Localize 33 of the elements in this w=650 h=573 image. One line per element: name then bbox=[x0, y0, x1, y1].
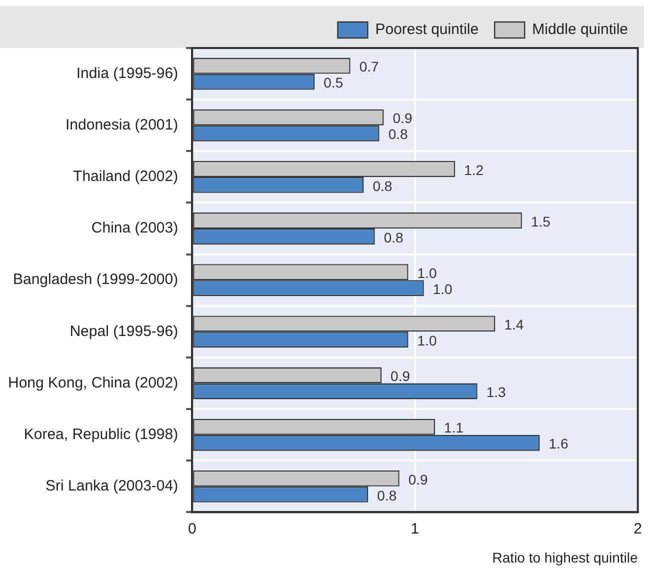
x-tick-label: 1 bbox=[410, 520, 420, 538]
legend-label: Middle quintile bbox=[532, 21, 628, 38]
y-tick-label: India (1995-96) bbox=[76, 64, 178, 82]
data-label: 0.9 bbox=[408, 471, 428, 488]
x-tick-label: 0 bbox=[188, 520, 196, 538]
x-tick-label: 2 bbox=[634, 520, 642, 538]
y-tick-label: China (2003) bbox=[91, 220, 178, 237]
y-tick-label: Indonesia (2001) bbox=[66, 116, 178, 134]
data-label: 1.0 bbox=[417, 332, 437, 349]
y-tick-label: Hong Kong, China (2002) bbox=[8, 374, 178, 392]
data-label: 1.5 bbox=[530, 213, 551, 230]
data-label: 0.8 bbox=[388, 126, 408, 142]
data-label: 1.4 bbox=[504, 316, 524, 333]
data-label: 1.6 bbox=[548, 436, 568, 452]
data-label: 1.3 bbox=[486, 384, 506, 400]
y-tick-label: Sri Lanka (2003-04) bbox=[46, 478, 178, 495]
y-tick-label: Korea, Republic (1998) bbox=[24, 426, 178, 443]
data-label: 1.2 bbox=[464, 162, 484, 178]
data-label: 0.8 bbox=[384, 229, 404, 246]
data-label: 0.9 bbox=[392, 110, 412, 126]
data-label: 0.8 bbox=[372, 178, 392, 194]
data-label: 0.7 bbox=[359, 58, 380, 75]
x-axis-title: Ratio to highest quintile bbox=[492, 549, 638, 566]
data-label: 0.9 bbox=[390, 368, 410, 384]
data-label: 0.5 bbox=[324, 74, 344, 91]
y-tick-label: Thailand (2002) bbox=[73, 168, 178, 186]
legend-label: Poorest quintile bbox=[375, 21, 479, 38]
data-label: 1.1 bbox=[444, 420, 464, 436]
y-tick-label: Bangladesh (1999-2000) bbox=[12, 271, 178, 288]
data-label: 1.0 bbox=[417, 264, 437, 281]
data-label: 1.0 bbox=[432, 280, 453, 297]
y-tick-label: Nepal (1995-96) bbox=[70, 322, 178, 340]
data-label: 0.8 bbox=[377, 487, 397, 504]
